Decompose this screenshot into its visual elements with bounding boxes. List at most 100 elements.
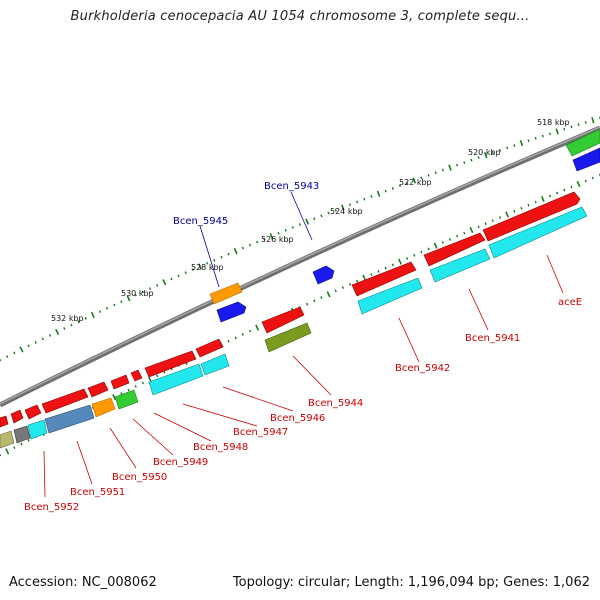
gene-bcen-5943-block[interactable]	[312, 265, 335, 285]
gene-bcen-5947-cyan-block[interactable]	[148, 363, 204, 396]
gene-label-bcen-5952[interactable]: Bcen_5952	[24, 502, 79, 513]
inner-scale-tick	[112, 394, 117, 401]
outer-scale-tick	[406, 181, 409, 185]
gene-acee-block[interactable]	[482, 191, 581, 242]
outer-scale-tick	[448, 164, 452, 171]
gene-block-blue-outer[interactable]	[216, 301, 247, 323]
inner-scale-tick	[477, 225, 480, 229]
inner-scale-tick	[320, 296, 323, 299]
gene-bcen-5952-block[interactable]	[24, 404, 42, 420]
inner-scale-tick	[576, 180, 581, 188]
inner-scale-tick	[248, 329, 252, 333]
outer-scale-tick	[548, 132, 552, 136]
outer-scale-tick	[370, 195, 373, 198]
gene-label-bcen-5941[interactable]: Bcen_5941	[465, 333, 520, 344]
inner-scale-tick	[505, 211, 510, 218]
gene-label-bcen-5949[interactable]: Bcen_5949	[153, 457, 208, 468]
gene-block-khaki-edge[interactable]	[0, 430, 15, 449]
outer-scale-tick	[320, 214, 323, 218]
gene-bcen-5945-block[interactable]	[209, 282, 243, 305]
outer-scale-tick	[384, 189, 387, 193]
gene-bcen-5949-block[interactable]	[110, 374, 130, 390]
outer-scale-tick	[298, 223, 302, 226]
inner-scale-tick	[456, 234, 459, 238]
gene-label-bcen-5945[interactable]: Bcen_5945	[173, 216, 228, 227]
outer-scale-tick	[291, 226, 294, 229]
accession-text: Accession: NC_008062	[9, 575, 157, 590]
gene-bcen-5941-block[interactable]	[423, 232, 486, 267]
outer-scale-tick	[70, 323, 73, 327]
gene-bcen-5946-cyan-block[interactable]	[200, 353, 230, 376]
leader-lines	[43, 191, 564, 498]
outer-scale-tick	[141, 290, 145, 294]
gene-block-green-outer[interactable]	[565, 128, 600, 157]
gene-bcen-5951-block[interactable]	[41, 388, 89, 414]
inner-scale-tick	[334, 289, 337, 293]
outer-scale-tick	[427, 173, 430, 177]
gene-label-bcen-5944[interactable]: Bcen_5944	[308, 398, 363, 409]
inner-scale-tick	[234, 336, 237, 340]
inner-scale-tick	[255, 324, 260, 331]
gene-bcen-5950-orange-block[interactable]	[91, 397, 116, 418]
outer-scale-tick	[570, 125, 573, 129]
gene-bcen-5952-cyan-block[interactable]	[27, 419, 48, 440]
gene-bcen-5951-steel-block[interactable]	[44, 404, 95, 434]
gene-label-bcen-5943[interactable]: Bcen_5943	[264, 181, 319, 192]
outer-scale-tick	[305, 218, 310, 225]
inner-scale-tick	[584, 179, 587, 183]
outer-scale-tick	[591, 117, 595, 124]
outer-scale-tick	[220, 255, 223, 259]
gene-bcen-5944-red-block[interactable]	[261, 306, 305, 334]
gene-label-bcen-5947[interactable]: Bcen_5947	[233, 427, 288, 438]
gene-label-bcen-5942[interactable]: Bcen_5942	[395, 363, 450, 374]
scale-label-518: 518 kbp	[537, 118, 570, 127]
outer-scale-tick	[263, 237, 266, 241]
gene-label-bcen-5946[interactable]: Bcen_5946	[270, 413, 325, 424]
outer-scale-tick	[19, 346, 24, 353]
inner-track-red	[0, 191, 581, 428]
inner-scale-tick	[527, 203, 530, 207]
gene-label-bcen-5950[interactable]: Bcen_5950	[112, 472, 167, 483]
outer-scale-tick	[206, 261, 209, 265]
gene-block-red-edge-2[interactable]	[0, 415, 9, 428]
gene-label-bcen-5951[interactable]: Bcen_5951	[70, 487, 125, 498]
gene-bcen-5944-block[interactable]	[264, 322, 312, 353]
gene-bcen-5946-block[interactable]	[195, 338, 224, 358]
outer-scale-tick	[241, 246, 244, 250]
outer-scale-tick	[0, 358, 2, 362]
outer-scale-tick	[348, 203, 352, 207]
outer-scale-tick	[41, 337, 45, 341]
outer-scale-tick	[162, 279, 167, 286]
inner-scale-tick	[20, 442, 23, 446]
gene-block-blue-edge[interactable]	[572, 147, 600, 172]
outer-scale-tick	[34, 340, 37, 344]
gene-bcen-5942-block[interactable]	[351, 261, 417, 297]
gene-bcen-5942-cyan-block[interactable]	[357, 277, 423, 315]
outer-scale-tick	[584, 121, 587, 124]
inner-scale-tick	[155, 374, 159, 378]
outer-scale-tick	[77, 320, 80, 324]
outer-scale-tick	[541, 134, 544, 138]
inner-scale-tick	[0, 453, 2, 457]
inner-scale-tick	[570, 185, 573, 189]
gene-bcen-5941-cyan-block[interactable]	[429, 248, 491, 283]
inner-scale-tick	[406, 257, 409, 260]
gene-bcen-5949-green-block[interactable]	[114, 389, 139, 410]
inner-scale-tick	[163, 370, 166, 374]
outer-scale-tick	[534, 136, 537, 140]
outer-scale-tick	[334, 208, 337, 212]
gene-block-red-edge-1[interactable]	[10, 409, 24, 424]
gene-bcen-5948-block[interactable]	[130, 369, 143, 382]
gene-label-bcen-5948[interactable]: Bcen_5948	[193, 442, 248, 453]
inner-scale-tick	[413, 253, 416, 257]
outer-track	[209, 128, 600, 323]
gene-bcen-5947-block[interactable]	[144, 350, 197, 378]
outer-scale-tick	[313, 217, 316, 221]
gene-bcen-5950-block[interactable]	[87, 381, 109, 398]
gene-acee-cyan-block[interactable]	[488, 206, 588, 259]
inner-scale-tick	[548, 194, 552, 198]
inner-scale-tick	[484, 222, 487, 226]
gene-label-acee[interactable]: aceE	[558, 297, 582, 308]
gene-block-gray-edge[interactable]	[13, 425, 31, 444]
